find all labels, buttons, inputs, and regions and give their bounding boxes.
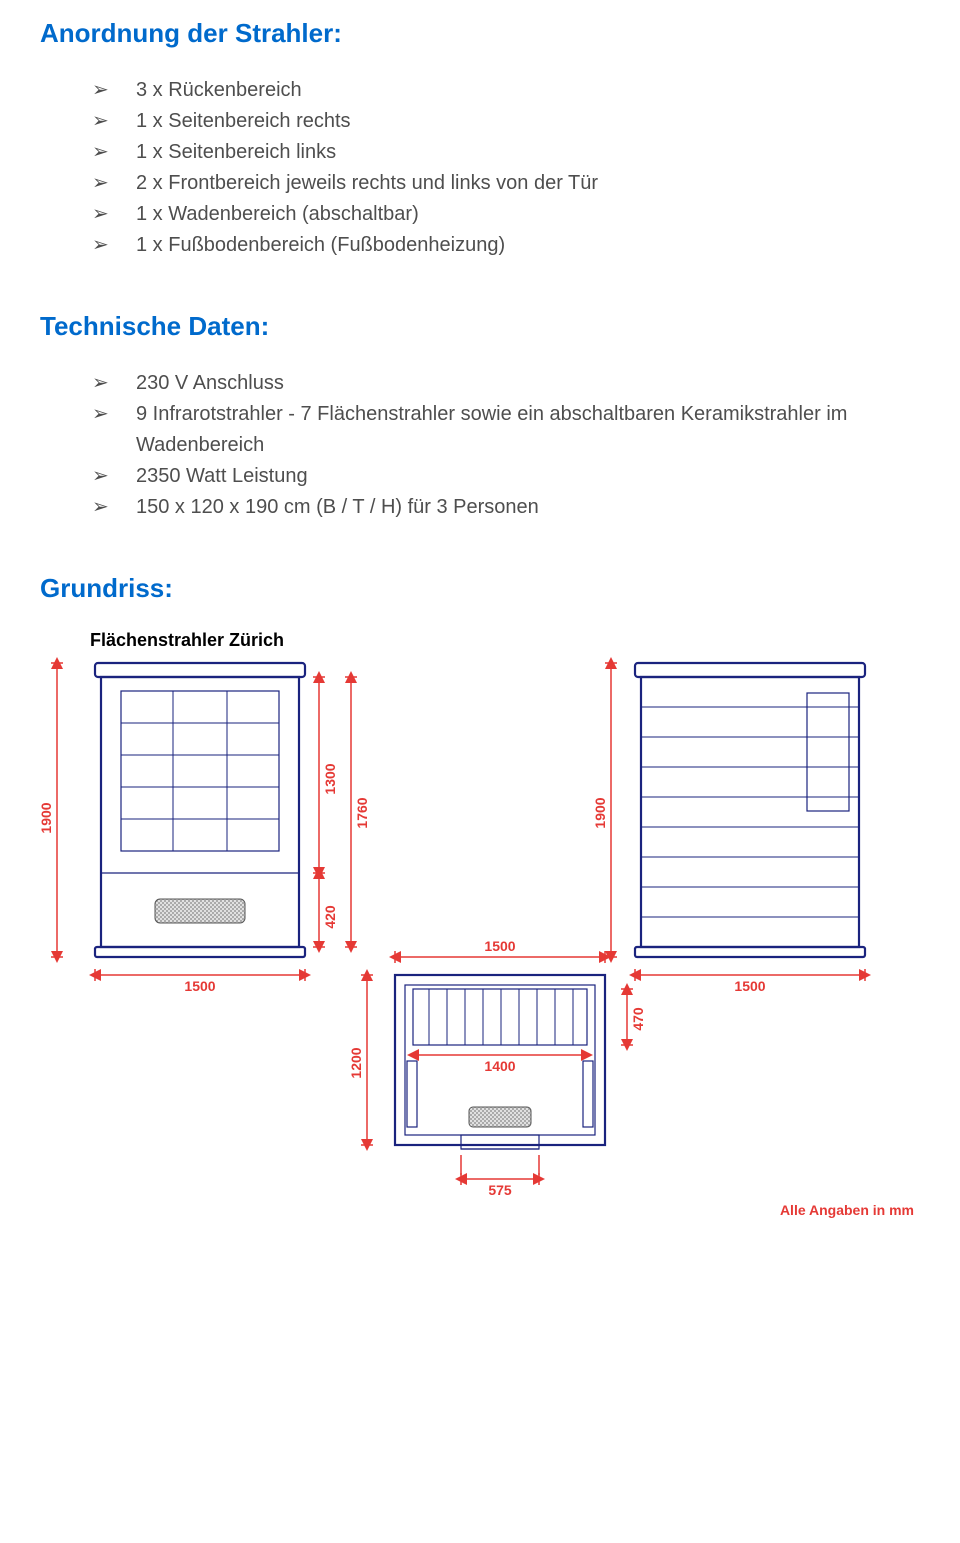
dim-label: 1200 [348, 1047, 364, 1078]
floorplan-svg: 1900 1300 1760 [40, 655, 920, 1200]
dim-label: 1500 [184, 978, 215, 994]
list-item: 150 x 120 x 190 cm (B / T / H) für 3 Per… [92, 492, 920, 523]
dim-label: 1500 [734, 978, 765, 994]
list-item: 2350 Watt Leistung [92, 461, 920, 492]
diagram-title: Flächenstrahler Zürich [90, 630, 920, 651]
list-item: 1 x Wadenbereich (abschaltbar) [92, 199, 920, 230]
list-item: 2 x Frontbereich jeweils rechts und link… [92, 168, 920, 199]
section-heading-anordnung: Anordnung der Strahler: [40, 18, 920, 49]
list-item: 9 Infrarotstrahler - 7 Flächenstrahler s… [92, 399, 920, 461]
list-item: 230 V Anschluss [92, 368, 920, 399]
list-item: 1 x Fußbodenbereich (Fußbodenheizung) [92, 230, 920, 261]
floorplan-diagram: Flächenstrahler Zürich [40, 630, 920, 1218]
diagram-footnote: Alle Angaben in mm [40, 1202, 920, 1218]
dim-label: 575 [488, 1182, 512, 1198]
list-item: 3 x Rückenbereich [92, 75, 920, 106]
dim-label: 1300 [322, 763, 338, 794]
list-anordnung: 3 x Rückenbereich 1 x Seitenbereich rech… [40, 75, 920, 261]
dim-label: 1400 [484, 1058, 515, 1074]
section-heading-technische: Technische Daten: [40, 311, 920, 342]
dim-label: 1760 [354, 797, 370, 828]
dim-label: 1900 [592, 797, 608, 828]
list-technische: 230 V Anschluss 9 Infrarotstrahler - 7 F… [40, 368, 920, 523]
list-item: 1 x Seitenbereich links [92, 137, 920, 168]
dim-label: 420 [322, 905, 338, 929]
dim-label: 470 [630, 1007, 646, 1031]
dim-label: 1900 [40, 802, 54, 833]
section-heading-grundriss: Grundriss: [40, 573, 920, 604]
list-item: 1 x Seitenbereich rechts [92, 106, 920, 137]
dim-label: 1500 [484, 938, 515, 954]
